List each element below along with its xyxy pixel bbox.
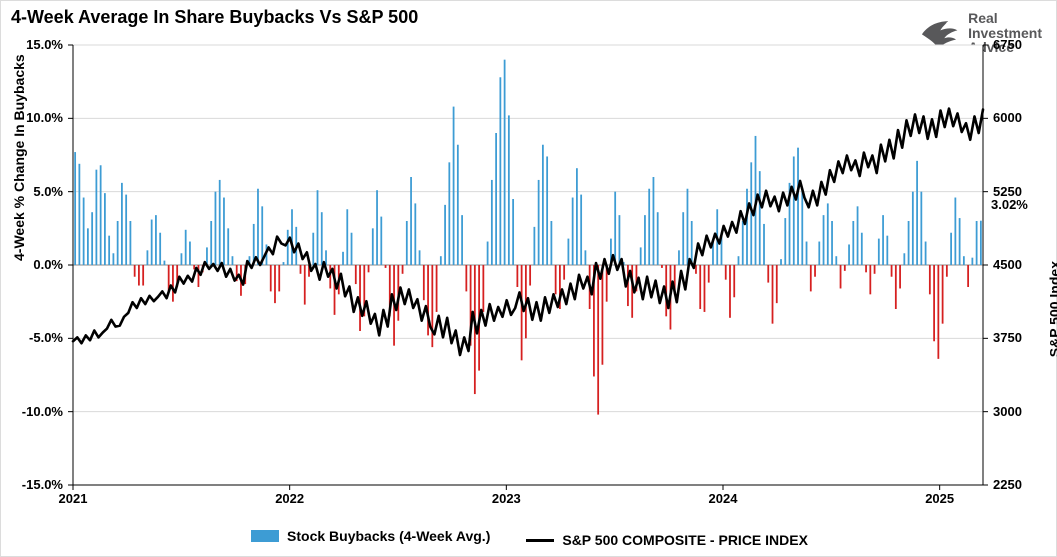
- chart-title: 4-Week Average In Share Buybacks Vs S&P …: [11, 7, 418, 28]
- axis-tick-label: 2250: [993, 477, 1022, 492]
- axis-tick-label: -15.0%: [22, 477, 63, 492]
- axis-tick-label: -5.0%: [29, 330, 63, 345]
- axis-tick-label: 2021: [59, 491, 88, 506]
- axis-tick-label: 2022: [275, 491, 304, 506]
- legend-label: Stock Buybacks (4-Week Avg.): [287, 528, 490, 544]
- latest-value-label: 3.02%: [991, 197, 1028, 212]
- legend-item: Stock Buybacks (4-Week Avg.): [251, 528, 490, 544]
- plot-area: [73, 45, 983, 485]
- legend-item: S&P 500 COMPOSITE - PRICE INDEX: [526, 532, 808, 548]
- legend-label: S&P 500 COMPOSITE - PRICE INDEX: [562, 532, 808, 548]
- legend-swatch-bar: [251, 530, 279, 542]
- axis-tick-label: 6750: [993, 37, 1022, 52]
- legend-swatch-line: [526, 539, 554, 542]
- axis-tick-label: 2025: [925, 491, 954, 506]
- axis-tick-label: 3000: [993, 404, 1022, 419]
- axis-tick-label: 0.0%: [33, 257, 63, 272]
- axis-tick-label: 10.0%: [26, 110, 63, 125]
- logo-line-1: Real: [968, 11, 1042, 26]
- axis-tick-label: 6000: [993, 110, 1022, 125]
- axis-tick-label: 5.0%: [33, 184, 63, 199]
- legend: Stock Buybacks (4-Week Avg.) S&P 500 COMP…: [1, 528, 1057, 549]
- chart-frame: 4-Week Average In Share Buybacks Vs S&P …: [0, 0, 1057, 557]
- axis-tick-label: 2024: [709, 491, 738, 506]
- axis-tick-label: 15.0%: [26, 37, 63, 52]
- axis-tick-label: 3750: [993, 330, 1022, 345]
- axis-tick-label: 4500: [993, 257, 1022, 272]
- axis-tick-label: 2023: [492, 491, 521, 506]
- y-axis-left-label: 4-Week % Change In Buybacks: [11, 54, 27, 261]
- axis-tick-label: -10.0%: [22, 404, 63, 419]
- y-axis-right-label: S&P 500 Index: [1046, 261, 1057, 357]
